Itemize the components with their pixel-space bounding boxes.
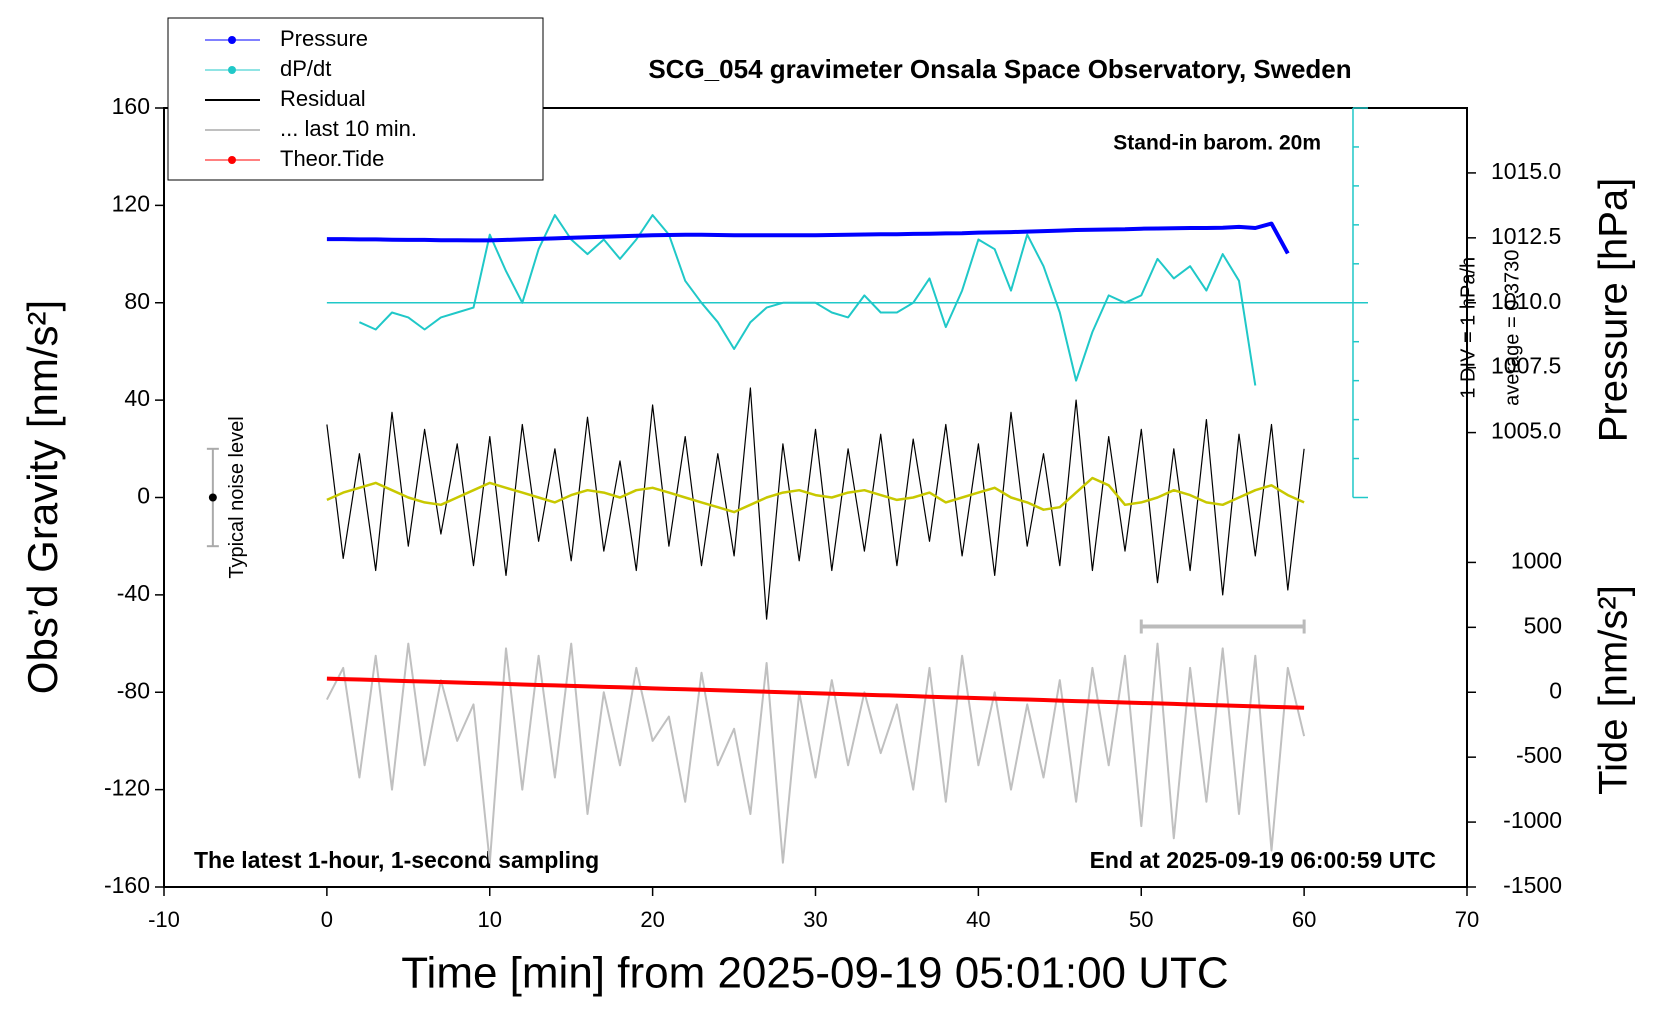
noise-bar-center	[208, 493, 217, 502]
x-tick-label: 60	[1292, 907, 1316, 932]
y-tick-label: -40	[117, 580, 150, 606]
legend-label: Theor.Tide	[280, 146, 384, 171]
y2-tick-label: 1012.5	[1491, 223, 1561, 249]
x-tick-label: 50	[1129, 907, 1153, 932]
x-axis-label: Time [min] from 2025-09-19 05:01:00 UTC	[401, 949, 1228, 998]
legend-label: dP/dt	[280, 56, 331, 81]
smoothed-line	[326, 476, 1305, 514]
y3-axis-label: Tide [nm/s²]	[1592, 585, 1636, 795]
x-tick-label: 20	[640, 907, 664, 932]
legend-marker	[228, 36, 236, 44]
y-tick-label: 40	[124, 385, 150, 411]
y2-tick-label: 1010.0	[1491, 288, 1561, 314]
x-tick-label: 10	[478, 907, 502, 932]
x-tick-label: 70	[1455, 907, 1479, 932]
y-tick-label: 160	[112, 93, 150, 119]
legend-marker	[228, 66, 236, 74]
series-line	[358, 214, 1257, 386]
y3-tick-label: -1500	[1503, 872, 1562, 898]
series-line	[326, 642, 1306, 864]
y2-tick-label: 1005.0	[1491, 418, 1561, 444]
y3-tick-label: 500	[1524, 612, 1562, 638]
y-tick-label: 120	[112, 190, 150, 216]
series-line	[326, 676, 1305, 710]
legend-label: ... last 10 min.	[280, 116, 417, 141]
y-tick-label: -160	[104, 872, 150, 898]
y3-tick-label: 1000	[1511, 547, 1562, 573]
x-tick-label: 40	[966, 907, 990, 932]
dpdt-scale-label: 1 DIV = 1 hPa/h	[1457, 257, 1479, 399]
legend-marker	[228, 156, 236, 164]
legend: Pressure dP/dt Residual ... last 10 min. The…	[167, 17, 544, 181]
chart-title: SCG_054 gravimeter Onsala Space Observat…	[648, 54, 1351, 84]
x-tick-label: 0	[321, 907, 333, 932]
legend-label: Residual	[280, 86, 366, 111]
annotation: End at 2025-09-19 06:00:59 UTC	[1090, 847, 1436, 873]
y3-tick-label: 0	[1549, 677, 1562, 703]
series-line	[326, 387, 1305, 620]
annotation: Stand-in barom. 20m	[1113, 132, 1321, 155]
y-tick-label: 0	[137, 483, 150, 509]
y-tick-label: -120	[104, 775, 150, 801]
y2-tick-label: 1015.0	[1491, 158, 1561, 184]
y3-tick-label: -500	[1516, 742, 1562, 768]
y-tick-label: -80	[117, 677, 150, 703]
y3-tick-label: -1000	[1503, 807, 1562, 833]
legend-label: Pressure	[280, 26, 368, 51]
y-tick-label: 80	[124, 288, 150, 314]
series-line	[326, 221, 1290, 255]
y2-axis-label: Pressure [hPa]	[1592, 178, 1636, 443]
x-tick-label: 30	[803, 907, 827, 932]
noise-bar-label: Typical noise level	[226, 416, 248, 578]
dpdt-scale-label: average = 0.3730	[1501, 250, 1523, 406]
x-tick-label: -10	[148, 907, 180, 932]
annotation: The latest 1-hour, 1-second sampling	[194, 847, 599, 873]
y-axis-label: Obs’d Gravity [nm/s²]	[19, 300, 66, 694]
y2-tick-label: 1007.5	[1491, 353, 1561, 379]
